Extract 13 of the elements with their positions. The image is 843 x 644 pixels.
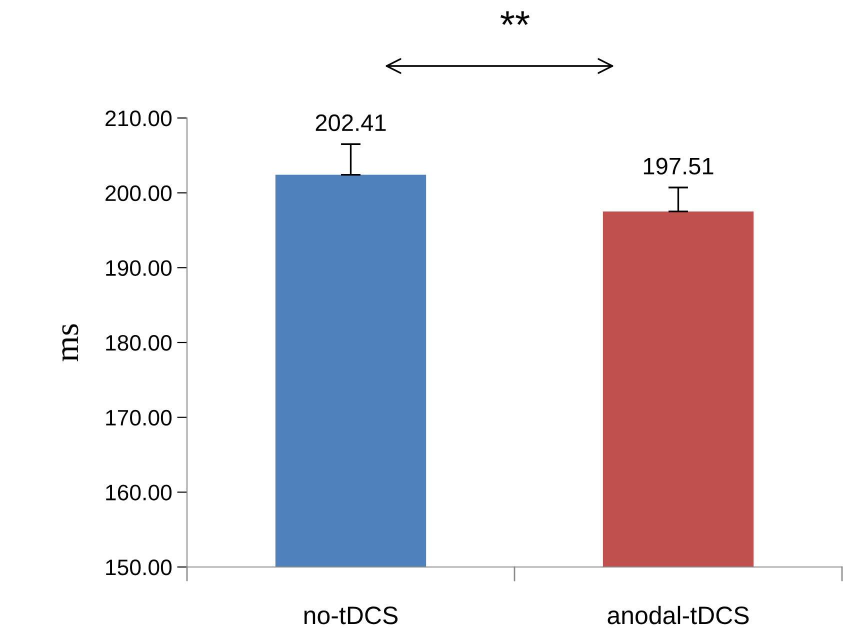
y-tick-label: 160.00 bbox=[106, 484, 172, 500]
y-tick-label: 170.00 bbox=[106, 410, 172, 426]
y-tick-label: 200.00 bbox=[106, 185, 172, 202]
y-tick-label: 190.00 bbox=[106, 260, 172, 276]
x-tick-label: no-tDCS bbox=[304, 606, 398, 624]
x-tick-label: anodal-tDCS bbox=[608, 606, 749, 624]
text: ** bbox=[500, 11, 530, 25]
y-tick-label: 210.00 bbox=[106, 110, 172, 126]
data-label: 202.41 bbox=[316, 114, 386, 132]
y-tick-label: 150.00 bbox=[106, 560, 172, 576]
data-label: 197.51 bbox=[644, 158, 714, 175]
y-axis-title: ms bbox=[62, 324, 78, 362]
y-tick-label: 180.00 bbox=[106, 335, 172, 351]
